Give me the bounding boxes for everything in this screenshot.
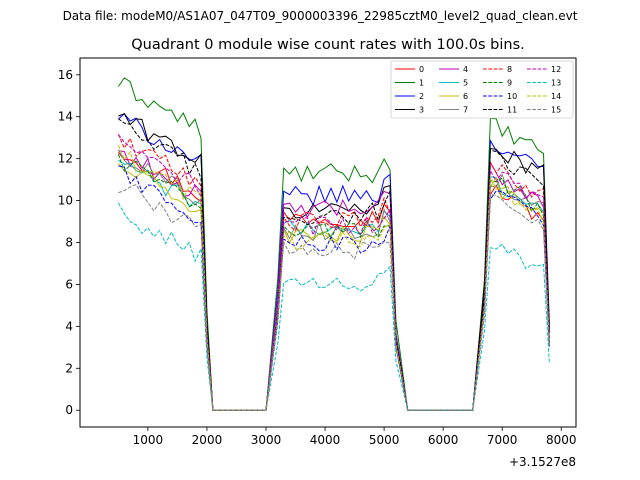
- axes-layer: 1000 2000 3000 4000 5000 6000 7000 800002468101…: [58, 68, 577, 447]
- legend-label-13: 13: [551, 79, 561, 88]
- x-tick-label: 4000: [310, 433, 341, 447]
- suptitle: Data file: modeM0/AS1A07_047T09_90000033…: [63, 9, 578, 23]
- legend-label-2: 2: [419, 92, 424, 101]
- series-layer: [117, 77, 550, 411]
- y-tick-label: 12: [58, 152, 73, 166]
- y-tick-label: 4: [65, 319, 73, 333]
- legend-label-7: 7: [463, 106, 468, 115]
- x-tick-label: 1000: [133, 433, 164, 447]
- legend-label-12: 12: [551, 65, 561, 74]
- plot-frame: [79, 57, 577, 428]
- legend-label-8: 8: [507, 65, 512, 74]
- y-tick-label: 0: [65, 403, 73, 417]
- legend-label-0: 0: [419, 65, 424, 74]
- series-line-15: [118, 183, 550, 411]
- legend-label-4: 4: [463, 65, 468, 74]
- x-tick-label: 7000: [487, 433, 518, 447]
- x-tick-label: 8000: [546, 433, 577, 447]
- legend-label-14: 14: [551, 92, 561, 101]
- legend-label-5: 5: [463, 79, 468, 88]
- x-tick-label: 6000: [428, 433, 459, 447]
- y-tick-label: 14: [58, 110, 73, 124]
- y-tick-label: 16: [58, 68, 73, 82]
- y-tick-label: 2: [65, 361, 73, 375]
- x-tick-label: 2000: [192, 433, 223, 447]
- y-tick-label: 10: [58, 194, 73, 208]
- legend-label-10: 10: [507, 92, 517, 101]
- x-tick-label: 5000: [369, 433, 400, 447]
- legend-label-11: 11: [507, 106, 517, 115]
- legend-label-6: 6: [463, 92, 468, 101]
- series-line-11: [118, 118, 550, 411]
- legend-label-3: 3: [419, 106, 424, 115]
- x-tick-label: 3000: [251, 433, 282, 447]
- chart-title: Quadrant 0 module wise count rates with …: [131, 37, 525, 53]
- legend-label-15: 15: [551, 106, 561, 115]
- y-tick-label: 8: [65, 236, 73, 250]
- legend-box: [390, 60, 574, 119]
- x-offset-label: +3.1527e8: [509, 455, 576, 469]
- legend-label-9: 9: [507, 79, 512, 88]
- y-tick-label: 6: [65, 277, 73, 291]
- series-line-13: [117, 202, 550, 411]
- legend-label-1: 1: [419, 79, 424, 88]
